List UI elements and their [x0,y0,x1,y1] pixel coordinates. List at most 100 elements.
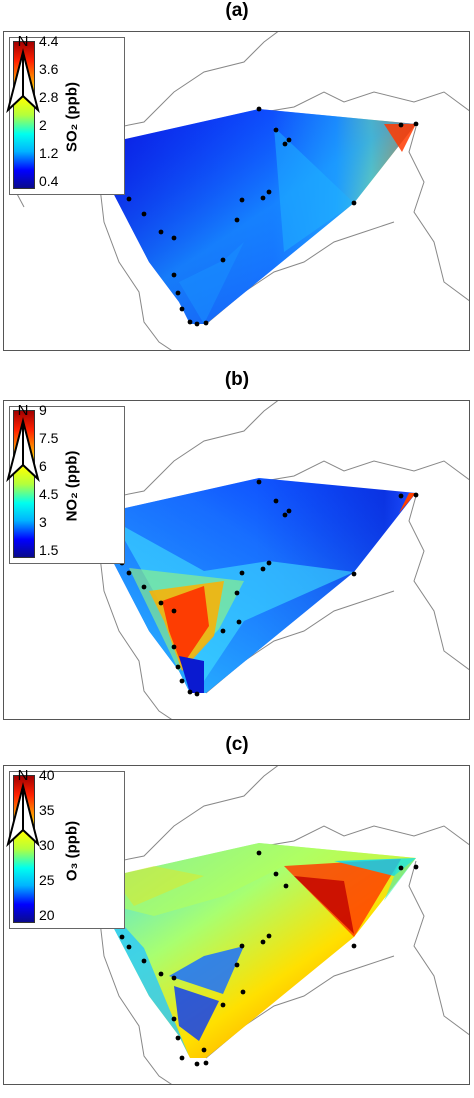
station-marker [194,1061,200,1067]
station-marker [171,644,177,650]
station-marker [351,571,357,577]
panel-c-tick: 30 [39,837,55,853]
station-marker [175,664,181,670]
station-marker [260,195,266,201]
north-arrow-label: N [18,767,29,784]
panel-a-tick: 3.6 [39,61,59,77]
panel-c-unit-label: O₃ (ppb) [63,820,81,882]
panel-a-map: 4.4 3.6 2.8 2 1.2 0.4 SO₂ (ppb) N [3,31,470,351]
station-marker [171,975,177,981]
station-marker [239,570,245,576]
station-marker [398,865,404,871]
station-marker [141,211,147,217]
station-marker [141,584,147,590]
station-marker [179,306,185,312]
station-marker [194,321,200,327]
panel-c-map: 40 35 30 25 20 O₃ (ppb) N [3,765,470,1085]
station-marker [283,883,289,889]
station-marker [413,121,419,127]
station-marker [141,958,147,964]
station-marker [201,1047,207,1053]
panel-c-tick: 40 [39,767,55,783]
station-marker [158,229,164,235]
station-marker [203,1060,209,1066]
panel-b-tick: 3 [39,514,47,530]
station-marker [236,619,242,625]
station-marker [203,320,209,326]
station-marker [351,943,357,949]
station-marker [260,566,266,572]
station-marker [351,200,357,206]
station-marker [286,137,292,143]
station-marker [234,590,240,596]
station-marker [179,1055,185,1061]
station-marker [187,689,193,695]
panel-a-tick: 2 [39,117,47,133]
panel-a-field [97,109,416,324]
station-marker [282,141,288,147]
station-marker [220,1002,226,1008]
station-marker [171,235,177,241]
station-marker [119,934,125,940]
panel-b-tick: 7.5 [39,430,59,446]
station-marker [273,871,279,877]
panel-a-tick: 4.4 [39,33,59,49]
station-marker [158,600,164,606]
station-marker [266,189,272,195]
station-marker [413,864,419,870]
station-marker [158,971,164,977]
station-marker [234,217,240,223]
station-marker [260,939,266,945]
station-marker [286,508,292,514]
station-marker [256,850,262,856]
station-marker [398,493,404,499]
station-marker [175,1035,181,1041]
panel-b-title: (b) [224,369,250,390]
panel-c-tick: 20 [39,907,55,923]
station-marker [239,197,245,203]
panel-b-map: 9 7.5 6 4.5 3 1.5 NO₂ (ppb) N [3,400,470,720]
station-marker [273,498,279,504]
north-arrow-icon: N [6,33,40,114]
panel-a-title: (a) [225,0,249,21]
panel-b-tick: 4.5 [39,486,59,502]
station-marker [266,933,272,939]
station-marker [171,272,177,278]
station-marker [413,492,419,498]
panel-c-tick: 35 [39,802,55,818]
station-marker [266,560,272,566]
panel-c-title: (c) [225,734,249,755]
panel-a-map-svg [8,32,469,350]
station-marker [179,678,185,684]
station-marker [273,127,279,133]
station-marker [240,989,246,995]
station-marker [171,1016,177,1022]
panel-a-tick: 2.8 [39,89,59,105]
station-marker [398,122,404,128]
panel-b-tick: 9 [39,402,47,418]
station-marker [126,570,132,576]
station-marker [175,290,181,296]
station-marker [256,106,262,112]
station-marker [239,943,245,949]
panel-b-legend: 9 7.5 6 4.5 3 1.5 NO₂ (ppb) [9,402,125,564]
station-marker [282,512,288,518]
north-arrow-icon: N [6,402,40,483]
panel-a-tick: 0.4 [39,173,59,189]
north-arrow-label: N [18,33,29,50]
station-marker [194,691,200,697]
station-marker [234,962,240,968]
station-marker [187,319,193,325]
station-marker [220,628,226,634]
station-marker [256,479,262,485]
panel-a-unit-label: SO₂ (ppb) [63,82,81,152]
panel-c-field [97,843,416,1058]
panel-a-legend: 4.4 3.6 2.8 2 1.2 0.4 SO₂ (ppb) [9,33,125,195]
panel-b-map-svg [8,401,469,719]
panel-b-field [97,478,416,693]
panel-b-tick: 6 [39,458,47,474]
panel-b-tick: 1.5 [39,542,59,558]
panel-a-tick: 1.2 [39,145,59,161]
north-arrow-icon: N [6,767,40,848]
station-marker [171,608,177,614]
